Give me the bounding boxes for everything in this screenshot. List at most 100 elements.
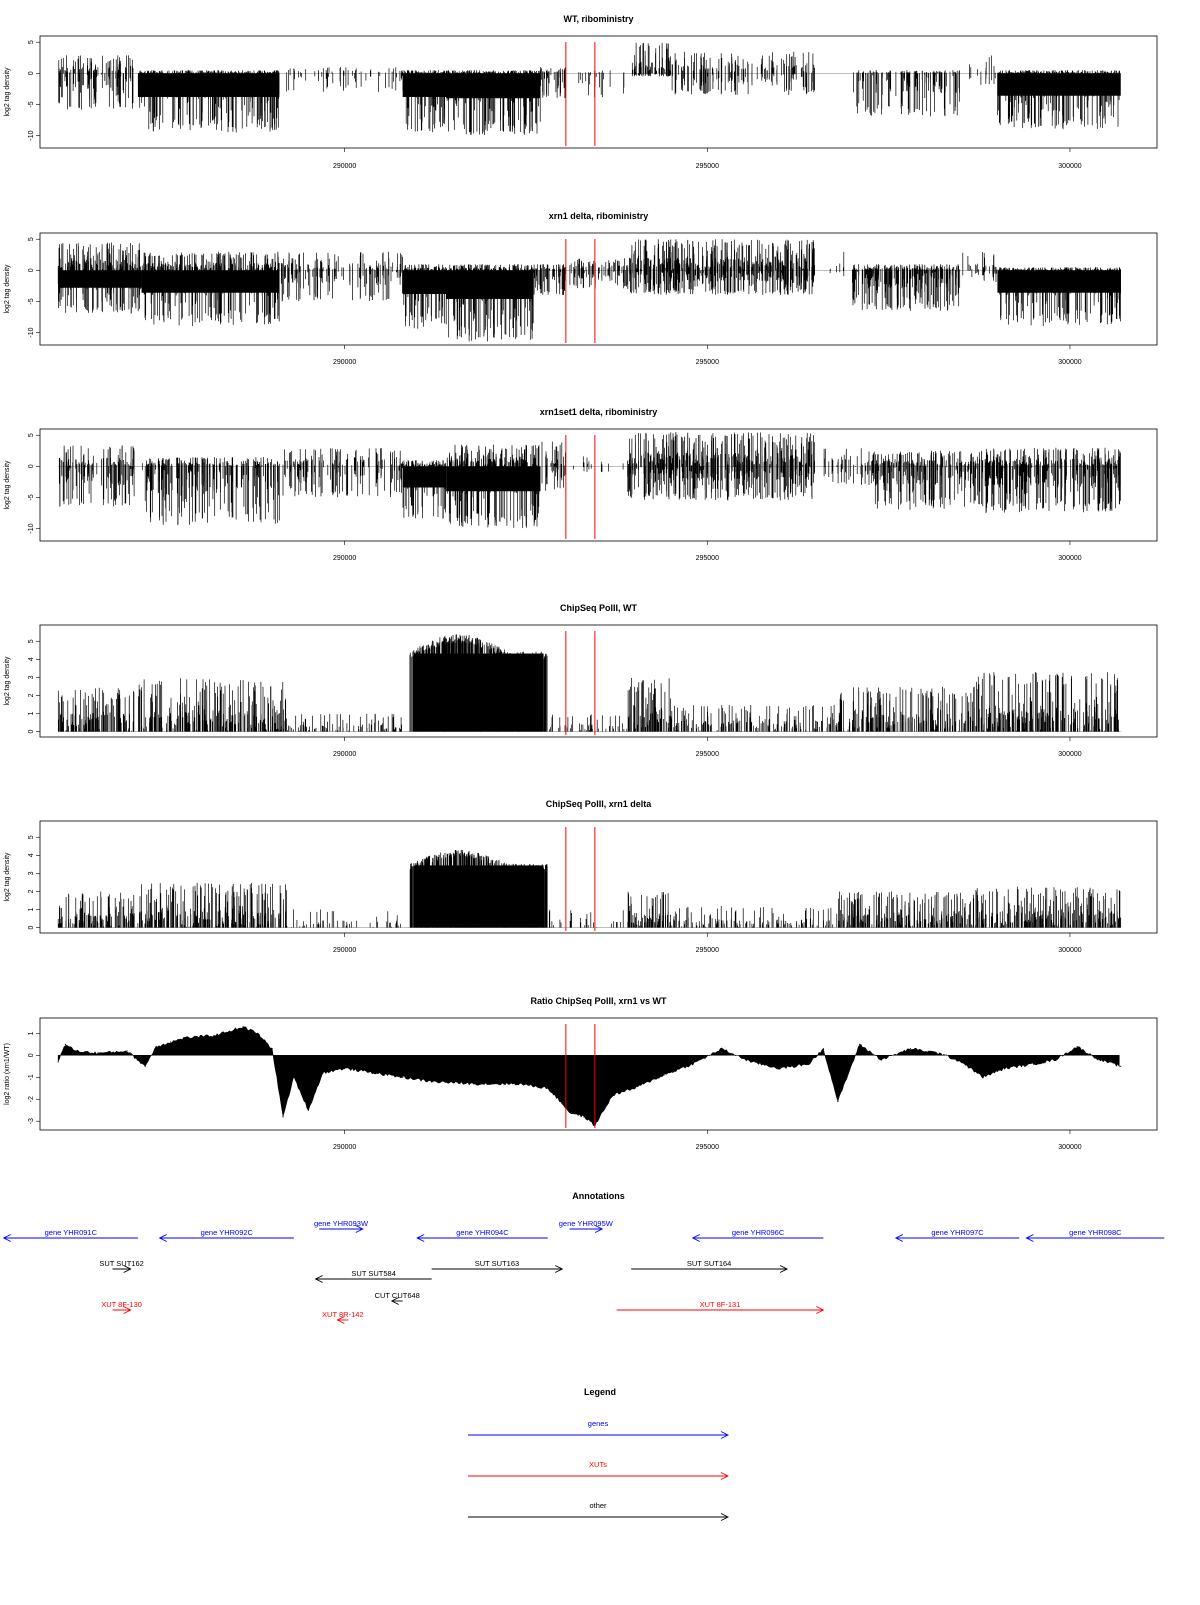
ratio-point [692, 1063, 694, 1065]
legend-label: XUTs [589, 1460, 607, 1469]
y-tick-label: 3 [28, 675, 35, 679]
ratio-point [663, 1074, 665, 1076]
ratio-point [75, 1050, 77, 1052]
y-tick-label: 5 [28, 433, 35, 437]
feature-label: gene YHR093W [314, 1219, 369, 1228]
feature-arrow-head [1025, 1234, 1034, 1242]
ratio-point [97, 1052, 99, 1054]
x-tick-label: 295000 [696, 163, 719, 170]
feature-arrow-head [336, 1316, 345, 1324]
ratio-point [1098, 1059, 1100, 1061]
y-tick-label: 5 [28, 835, 35, 839]
y-tick-label: 2 [28, 889, 35, 893]
panel-1: WT, riboministry 5 0 -5 -10 log2 tag density 2… [4, 14, 1158, 170]
ratio-point [721, 1048, 723, 1050]
feature-arrow-head [594, 1225, 604, 1233]
ratio-point [938, 1052, 941, 1054]
feature-label: gene YHR094C [456, 1228, 509, 1237]
x-tick-label: 295000 [696, 555, 719, 562]
ratio-point [808, 1063, 810, 1065]
ratio-point [126, 1050, 128, 1052]
ratio-point [1076, 1045, 1078, 1048]
ratio-point [1033, 1063, 1035, 1065]
ratio-point [822, 1048, 824, 1050]
signal-bars [58, 42, 1121, 135]
feature-label: gene YHR096C [732, 1228, 785, 1237]
feature-arrow-head [123, 1265, 132, 1273]
y-tick-label: 4 [28, 853, 35, 857]
ratio-point [880, 1059, 882, 1061]
ratio-point [474, 1083, 476, 1085]
y-tick-label: -10 [28, 327, 35, 337]
y-axis-label: log2 tag density [4, 67, 11, 117]
ratio-point [169, 1041, 172, 1043]
y-tick-label: 1 [28, 711, 35, 715]
feature-arrow-head [2, 1234, 11, 1242]
legend-title: Legend [584, 1387, 616, 1397]
signal-bars [57, 239, 1121, 342]
feature-label: XUT 8R-142 [322, 1310, 364, 1319]
legend-label: other [589, 1501, 607, 1510]
ratio-point [271, 1048, 273, 1050]
feature-arrow-head [691, 1234, 700, 1242]
y-tick-label: 5 [28, 40, 35, 44]
legend-label: genes [588, 1419, 609, 1428]
feature-arrow-head [816, 1306, 825, 1314]
x-tick-label: 290000 [333, 947, 356, 954]
ratio-point [242, 1026, 244, 1028]
ratio-point [909, 1048, 911, 1050]
ratio-point [322, 1072, 324, 1074]
x-tick-label: 300000 [1058, 359, 1081, 366]
feature-arrow-head [390, 1297, 399, 1305]
ratio-point [431, 1081, 433, 1083]
y-tick-label: 2 [28, 693, 35, 697]
y-tick-label: 0 [28, 268, 35, 272]
y-tick-label: -10 [28, 130, 35, 140]
annotation-feature: gene YHR094C [416, 1228, 548, 1242]
x-tick-label: 300000 [1058, 163, 1081, 170]
plot-frame [39, 428, 1158, 542]
plot-area [57, 827, 1122, 931]
feature-label: gene YHR092C [201, 1228, 254, 1237]
feature-label: gene YHR095W [559, 1219, 614, 1228]
ratio-point [561, 1103, 563, 1105]
ratio-point [57, 1061, 59, 1063]
y-tick-label: 4 [28, 657, 35, 661]
feature-label: gene YHR098C [1069, 1228, 1122, 1237]
ratio-point [750, 1061, 752, 1063]
y-tick-label: 0 [28, 464, 35, 468]
annotation-feature: SUT SUT584 [314, 1269, 432, 1283]
y-tick-label: 5 [28, 639, 35, 643]
x-tick-label: 300000 [1058, 555, 1081, 562]
annotation-feature: XUT 8F-130 [101, 1300, 142, 1314]
annotation-feature: gene YHR097C [894, 1228, 1020, 1242]
ratio-point [144, 1065, 146, 1067]
ratio-point [373, 1072, 375, 1074]
legend-arrow-head [720, 1513, 730, 1521]
x-tick-label: 290000 [333, 163, 356, 170]
y-tick-label: -1 [28, 1074, 35, 1080]
ratio-point [518, 1083, 520, 1085]
panel-4: ChipSeq PolII, WT 0 1 2 3 4 5 log2 tag density 2… [4, 603, 1158, 758]
plot-frame [39, 35, 1158, 149]
annotation-feature: SUT SUT164 [631, 1259, 789, 1273]
y-tick-label: 3 [28, 871, 35, 875]
y-axis-label: log2 ratio (xrn1/WT) [4, 1043, 11, 1105]
ratio-point [64, 1043, 66, 1045]
y-tick-label: 0 [28, 1053, 35, 1057]
x-tick-label: 290000 [333, 359, 356, 366]
feature-arrow-head [355, 1225, 364, 1233]
ratio-point [344, 1067, 346, 1070]
y-tick-label: -5 [28, 494, 35, 500]
panel-title: ChipSeq PolII, WT [560, 603, 637, 613]
annotation-feature: SUT SUT163 [431, 1259, 564, 1273]
annotations-title: Annotations [572, 1191, 625, 1201]
ratio-point [184, 1037, 186, 1039]
panel-6: Ratio ChipSeq PolII, xrn1 vs WT 1 0 -1 -2 -3 l… [4, 996, 1158, 1151]
y-axis-label: log2 tag density [4, 460, 11, 510]
panel-5: ChipSeq PolII, xrn1 delta 0 1 2 3 4 5 log2 tag … [4, 799, 1158, 954]
legend-panel: Legend genes XUTs other [468, 1387, 730, 1521]
ratio-point [779, 1067, 781, 1070]
plot-frame [39, 820, 1158, 934]
